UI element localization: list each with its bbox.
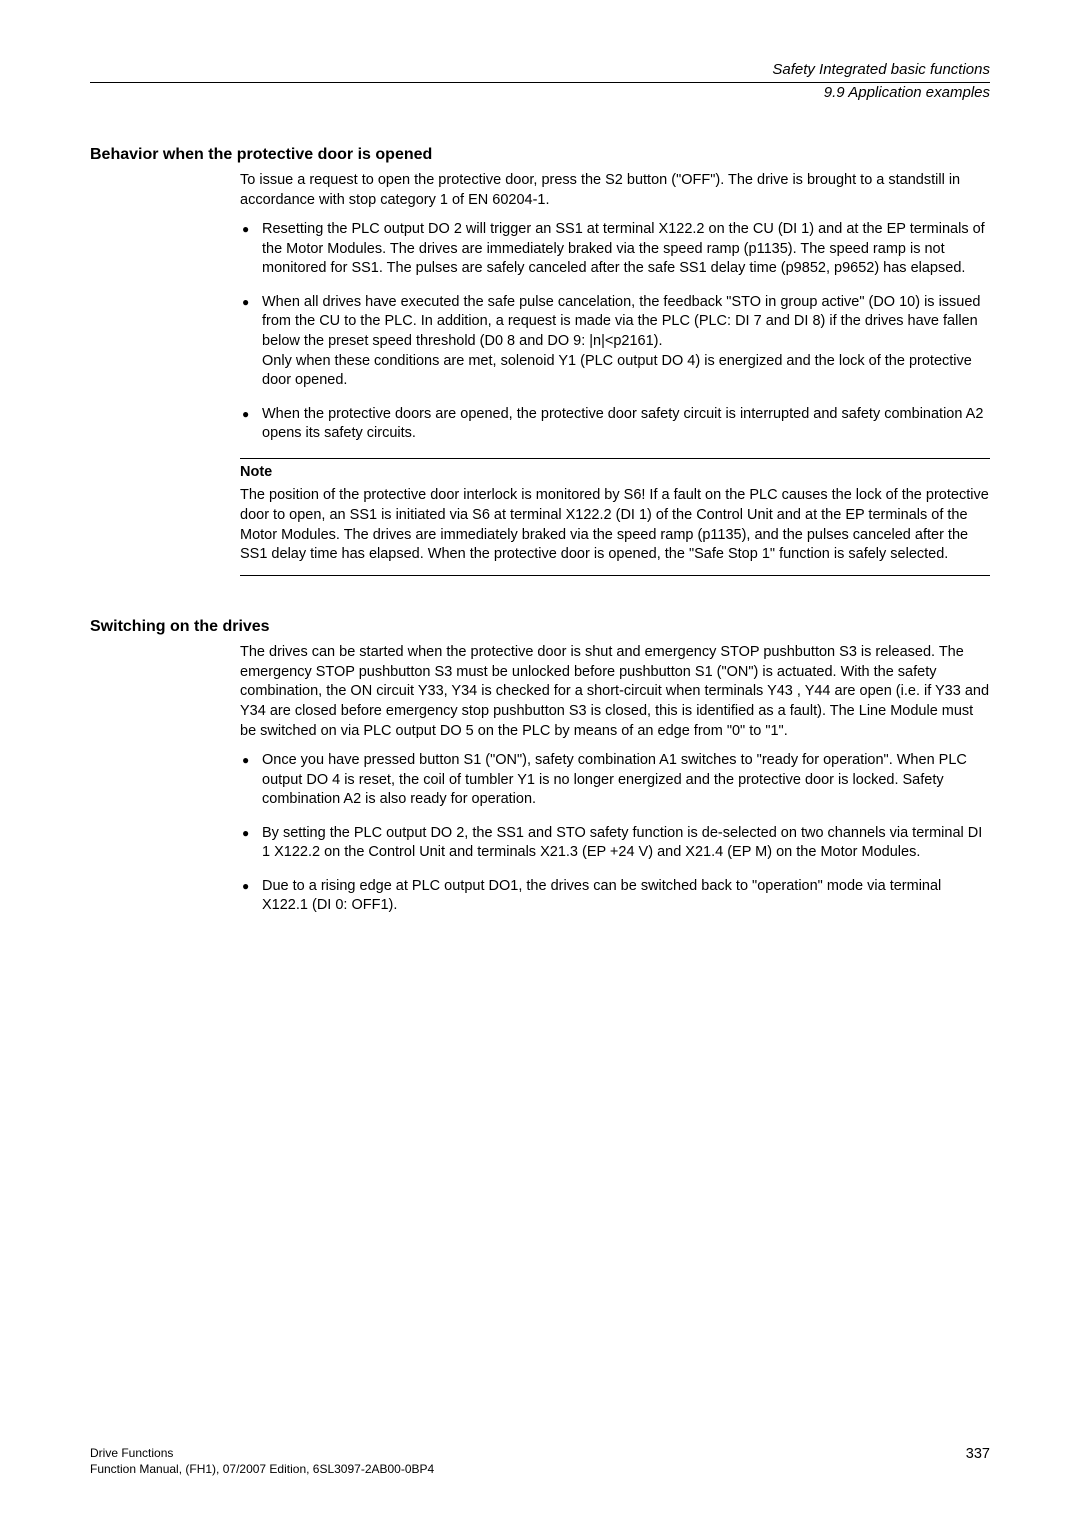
section2-intro: The drives can be started when the prote… (240, 643, 990, 741)
list-item: When the protective doors are opened, th… (240, 405, 990, 444)
header-title: Safety Integrated basic functions (90, 60, 990, 80)
header-subtitle: 9.9 Application examples (90, 83, 990, 103)
list-item: When all drives have executed the safe p… (240, 293, 990, 391)
note-rule-bottom (240, 575, 990, 576)
section1-heading: Behavior when the protective door is ope… (90, 144, 990, 166)
bullet-text: When the protective doors are opened, th… (262, 406, 983, 442)
list-item: Resetting the PLC output DO 2 will trigg… (240, 220, 990, 279)
list-item: Once you have pressed button S1 ("ON"), … (240, 751, 990, 810)
section1-intro: To issue a request to open the protectiv… (240, 171, 990, 210)
bullet-text: Due to a rising edge at PLC output DO1, … (262, 878, 941, 914)
footer-page: 337 (966, 1445, 990, 1465)
page-footer: Drive Functions Function Manual, (FH1), … (90, 1445, 990, 1477)
note-label: Note (240, 463, 990, 483)
footer-line2: Function Manual, (FH1), 07/2007 Edition,… (90, 1461, 434, 1477)
note-rule-top (240, 458, 990, 459)
bullet-text: By setting the PLC output DO 2, the SS1 … (262, 825, 982, 861)
note-block: Note The position of the protective door… (240, 458, 990, 576)
page-header: Safety Integrated basic functions 9.9 Ap… (90, 60, 990, 104)
footer-left: Drive Functions Function Manual, (FH1), … (90, 1445, 434, 1477)
bullet-text: Once you have pressed button S1 ("ON"), … (262, 752, 967, 807)
note-body: The position of the protective door inte… (240, 486, 990, 564)
section1-body: To issue a request to open the protectiv… (240, 171, 990, 576)
footer-line1: Drive Functions (90, 1445, 434, 1461)
section2-body: The drives can be started when the prote… (240, 643, 990, 916)
list-item: By setting the PLC output DO 2, the SS1 … (240, 824, 990, 863)
bullet-text: When all drives have executed the safe p… (262, 294, 981, 388)
bullet-text: Resetting the PLC output DO 2 will trigg… (262, 221, 985, 276)
section2-bullets: Once you have pressed button S1 ("ON"), … (240, 751, 990, 916)
section2-heading: Switching on the drives (90, 616, 990, 638)
list-item: Due to a rising edge at PLC output DO1, … (240, 877, 990, 916)
section1-bullets: Resetting the PLC output DO 2 will trigg… (240, 220, 990, 444)
